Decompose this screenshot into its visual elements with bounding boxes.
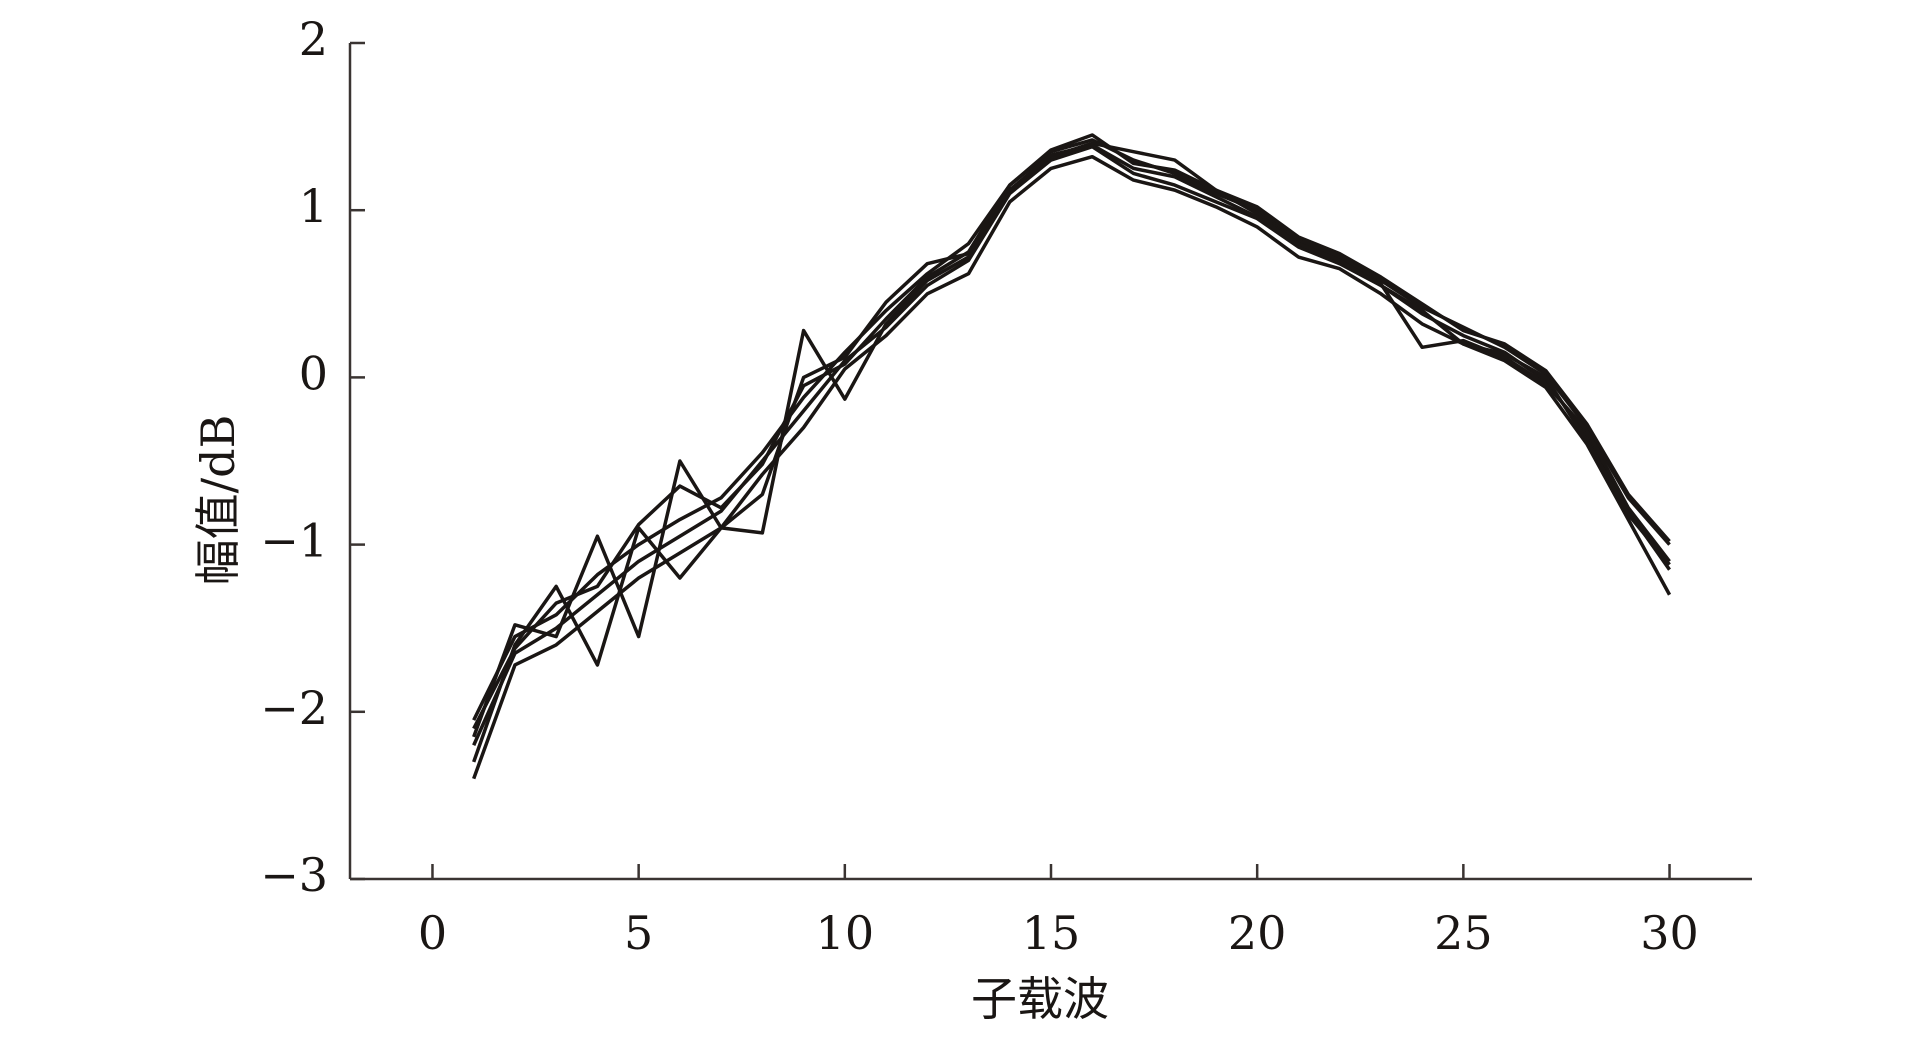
y-tick-label: −1: [260, 514, 328, 568]
y-tick-label: 0: [299, 346, 328, 400]
x-tick-label: 15: [1022, 906, 1081, 960]
y-tick-label: 1: [299, 179, 328, 233]
series-line: [472, 154, 1672, 780]
x-tick-label: 30: [1640, 906, 1699, 960]
series-line: [472, 138, 1671, 721]
x-tick-label: 0: [418, 906, 447, 960]
x-axis-label: 子载波: [971, 972, 1109, 1026]
y-tick-label: −3: [260, 848, 328, 902]
series-line: [472, 144, 1671, 746]
x-tick-label: 25: [1434, 906, 1493, 960]
y-axis-label: 幅值/dB: [191, 415, 245, 586]
series-line: [472, 143, 1671, 738]
y-tick-label: −2: [260, 681, 328, 735]
x-tick-label: 5: [624, 906, 653, 960]
x-tick-label: 20: [1228, 906, 1287, 960]
series-line: [472, 141, 1671, 763]
x-tick-label: 10: [816, 906, 875, 960]
series-line: [472, 133, 1671, 730]
y-tick-label: 2: [299, 12, 328, 66]
